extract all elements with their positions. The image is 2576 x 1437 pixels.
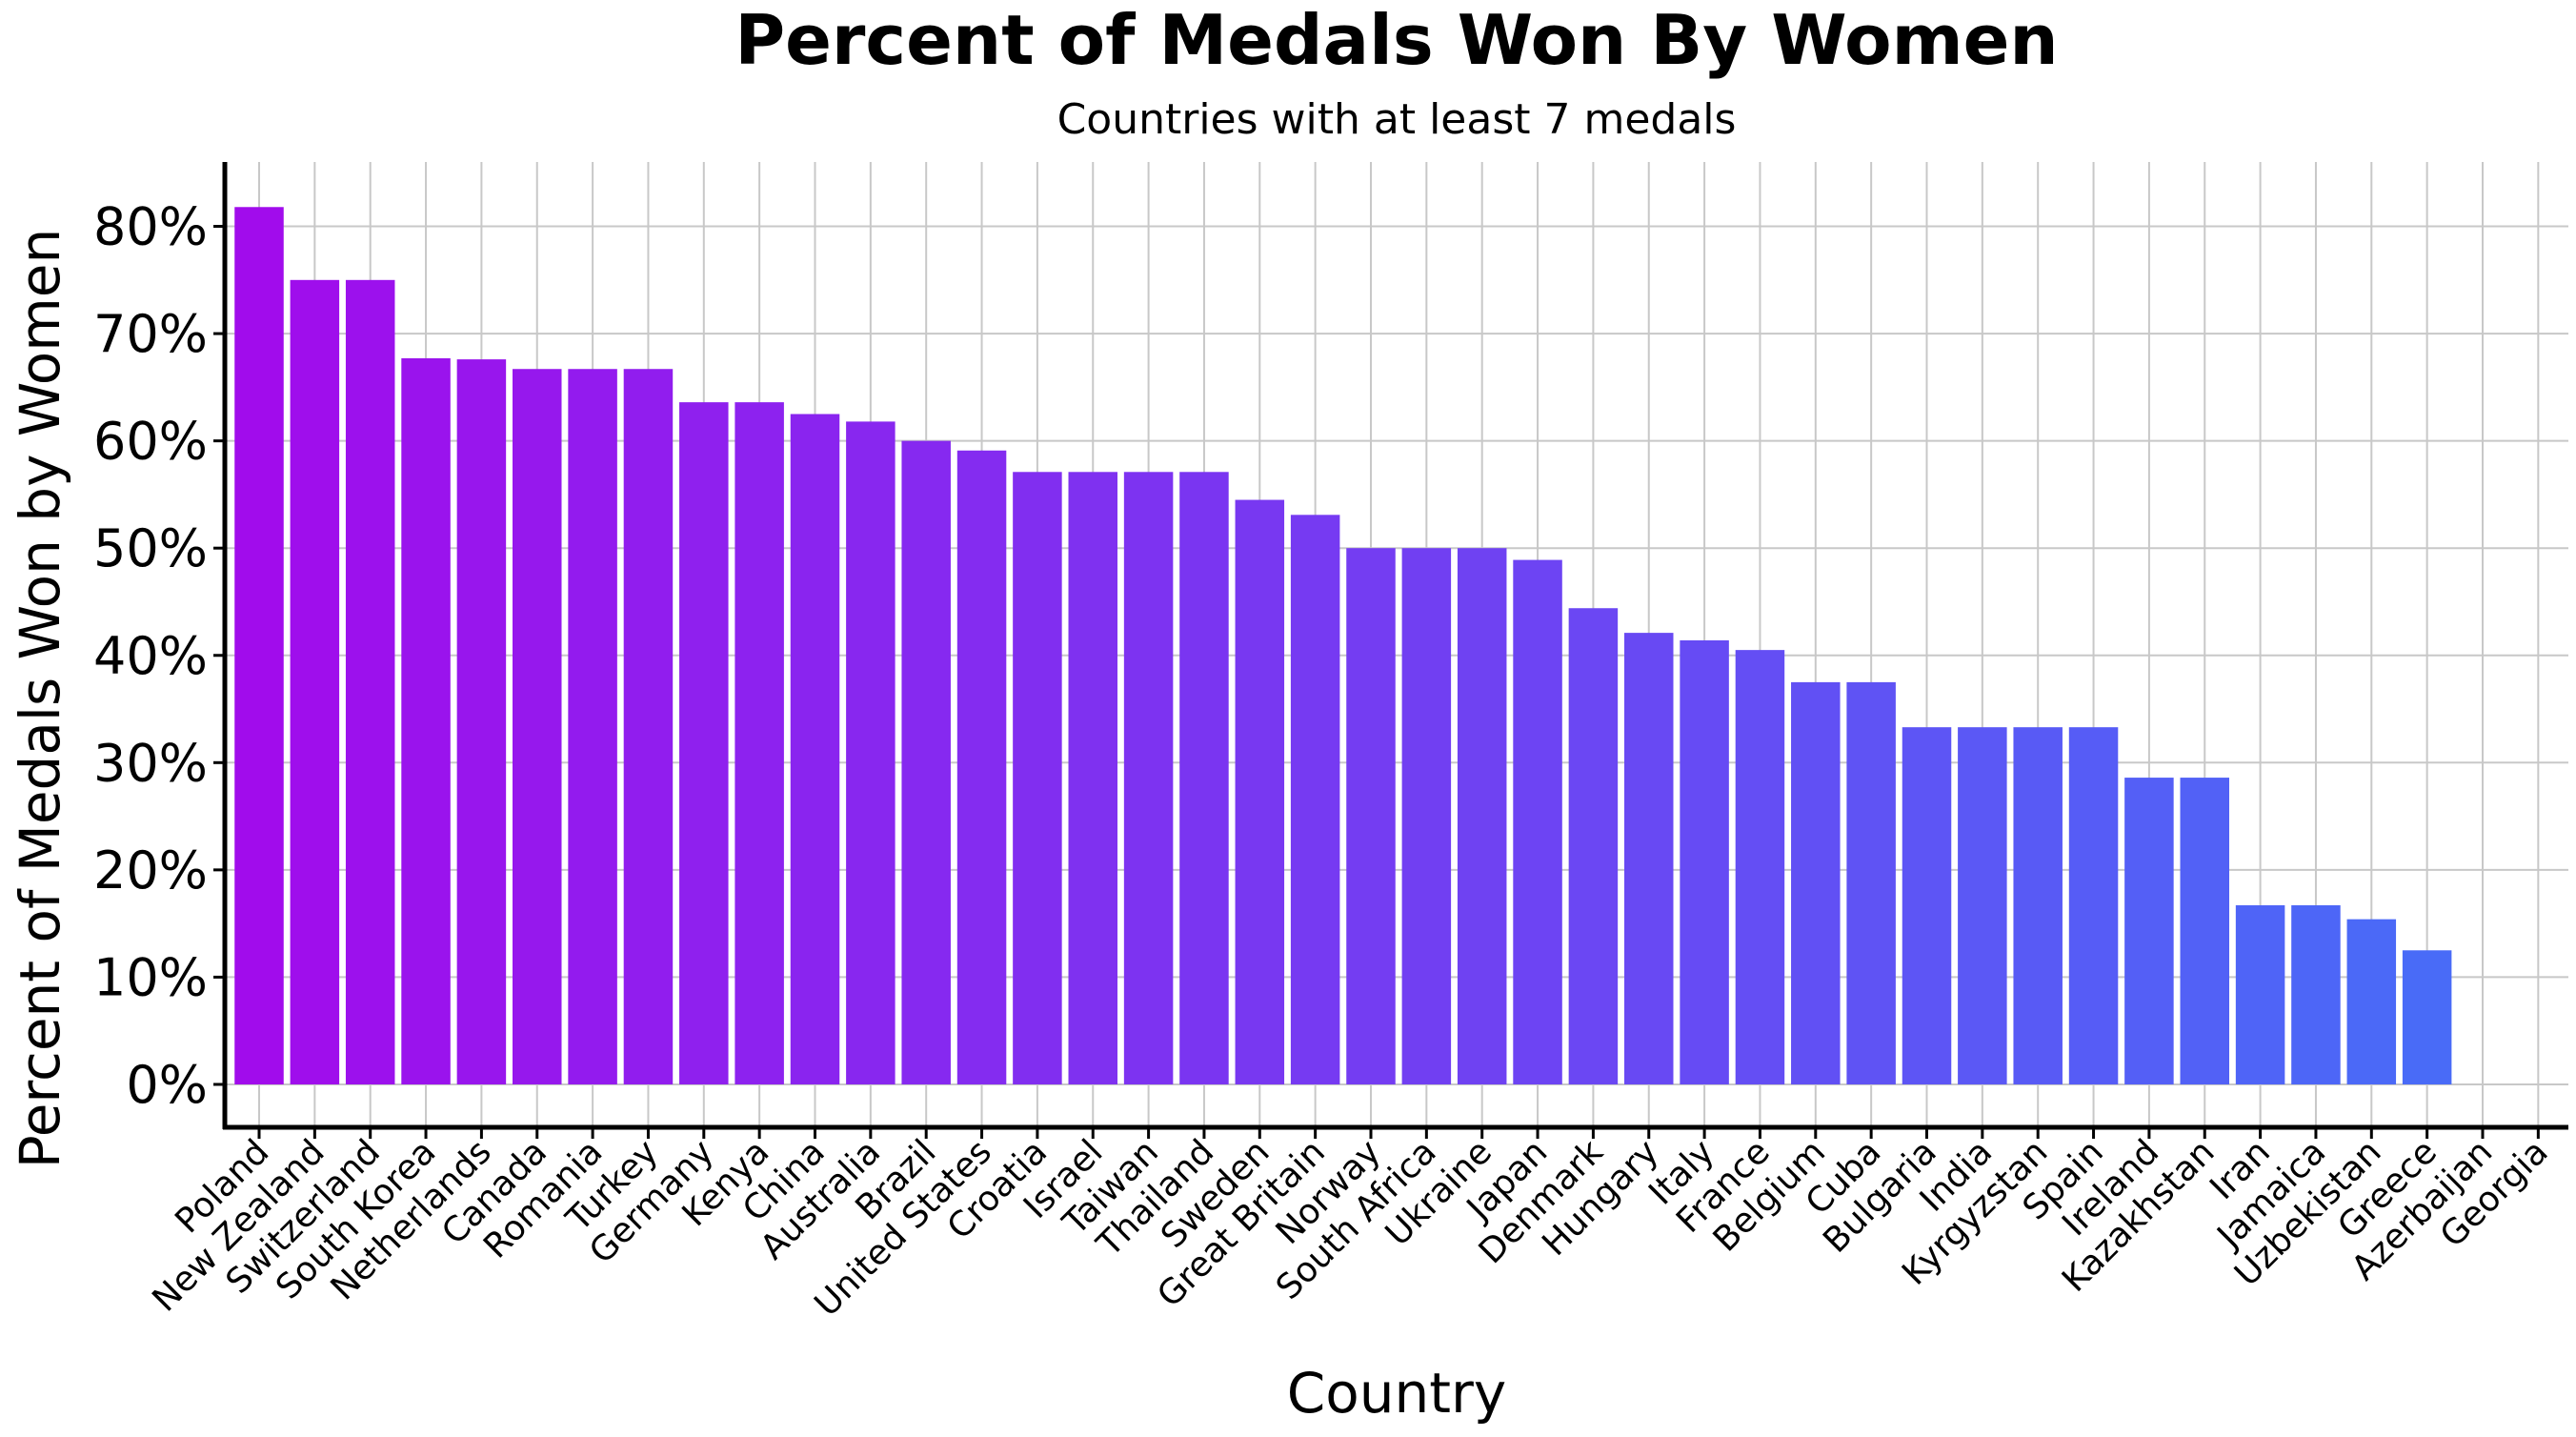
bar [2402, 950, 2452, 1084]
y-axis-label: Percent of Medals Won by Women [8, 229, 72, 1168]
bar [735, 402, 784, 1084]
bar [1791, 681, 1841, 1084]
bar [1290, 515, 1340, 1084]
bar [1068, 472, 1117, 1084]
bar [1735, 650, 1785, 1084]
bars [234, 207, 2452, 1084]
bar [1513, 559, 1562, 1084]
bar [1013, 472, 1062, 1084]
bar [1958, 727, 2007, 1084]
bar [2291, 905, 2341, 1084]
y-tick-label: 50% [93, 518, 208, 578]
bar [846, 421, 896, 1084]
bar [2013, 727, 2063, 1084]
bar [568, 369, 617, 1084]
bar [790, 414, 840, 1084]
y-tick-label: 30% [93, 733, 208, 793]
bar [901, 440, 951, 1084]
bar [1624, 633, 1674, 1084]
bar [1235, 499, 1285, 1084]
bar [1123, 472, 1174, 1084]
y-tick-label: 20% [93, 840, 208, 901]
y-tick-label: 60% [93, 412, 208, 472]
bar [2180, 778, 2229, 1084]
bar [623, 369, 674, 1084]
chart-title: Percent of Medals Won By Women [735, 0, 2058, 80]
y-axis-ticks: 0% 10% 20% 30% 40% 50% 60% 70% 80% [93, 197, 225, 1115]
bar [1902, 727, 1952, 1084]
bar [1846, 681, 1896, 1084]
bar [2068, 727, 2119, 1084]
y-tick-label: 40% [93, 626, 208, 686]
y-tick-label: 80% [93, 197, 208, 257]
bar [679, 402, 729, 1084]
bar [345, 279, 395, 1084]
axes [222, 162, 2568, 1130]
bar [1401, 548, 1452, 1084]
bar [2346, 919, 2397, 1084]
bar [2235, 905, 2285, 1084]
bar [1179, 472, 1229, 1084]
bar [234, 207, 284, 1084]
y-tick-label: 10% [93, 947, 208, 1007]
bar [456, 359, 507, 1084]
bar [1457, 548, 1507, 1084]
y-tick-label: 0% [126, 1055, 208, 1115]
bar [290, 279, 340, 1084]
bar [513, 369, 562, 1084]
bar [2124, 778, 2174, 1084]
bar [1680, 639, 1729, 1084]
chart-subtitle: Countries with at least 7 medals [1057, 95, 1737, 144]
x-axis-label: Country [1287, 1361, 1506, 1426]
bar [1568, 608, 1619, 1084]
y-tick-label: 70% [93, 304, 208, 364]
bar [401, 357, 451, 1084]
bar [1346, 548, 1396, 1084]
bar [956, 450, 1007, 1084]
